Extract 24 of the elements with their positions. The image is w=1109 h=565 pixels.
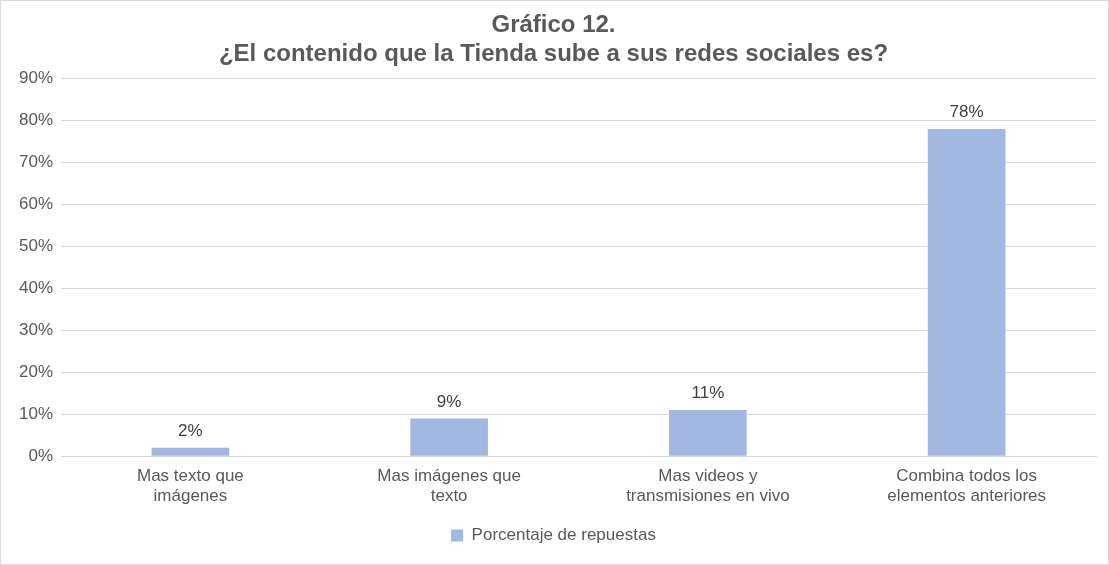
legend-label: Porcentaje de repuestas [471, 525, 656, 545]
y-tick-label: 0% [28, 445, 54, 465]
x-tick-label: Mas videos y transmisiones en vivo [626, 466, 790, 506]
bar [927, 128, 1006, 456]
y-tick-label: 20% [18, 361, 54, 381]
y-tick-label: 90% [18, 68, 54, 88]
y-tick-label: 60% [18, 194, 54, 214]
y-tick-label: 70% [18, 152, 54, 172]
x-tick-label: Combina todos los elementos anteriores [887, 466, 1047, 506]
chart-title: Gráfico 12. ¿El contenido que la Tienda sube a sus redes sociales es? [218, 10, 889, 66]
data-label: 2% [178, 421, 203, 440]
y-tick-label: 10% [18, 403, 54, 423]
data-label: 78% [949, 102, 984, 122]
data-label: 9% [436, 391, 462, 411]
y-tick-label: 30% [18, 320, 54, 340]
y-tick-label: 50% [18, 236, 54, 256]
y-tick-label: 80% [18, 110, 54, 130]
y-tick-label: 40% [18, 278, 54, 298]
data-label: 11% [691, 383, 725, 403]
bar [669, 410, 747, 456]
bar [410, 418, 488, 456]
x-tick-label: Mas imágenes que texto [377, 466, 521, 506]
bar [151, 447, 230, 456]
x-tick-label: Mas texto que imágenes [137, 466, 244, 506]
